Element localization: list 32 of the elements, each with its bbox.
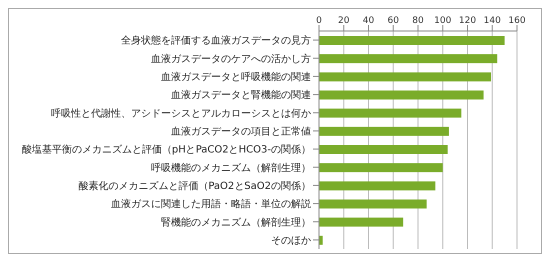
x-tick-label: 60 (388, 16, 400, 26)
y-tick-label: 酸塩基平衡のメカニズムと評価（pHとPaCO2とHCO3-の関係） (22, 144, 311, 156)
bar (319, 126, 449, 136)
x-tick-label: 140 (484, 16, 502, 26)
x-tick-label: 120 (458, 16, 476, 26)
y-tick-label: 呼吸性と代謝性、アシドーシスとアルカローシスとは何か (51, 107, 311, 120)
bar (319, 108, 462, 118)
y-tick-label: 血液ガスデータの項目と正常値 (171, 125, 311, 138)
y-tick-label: 血液ガスデータと呼吸機能の関連 (161, 70, 311, 83)
x-tick-label: 40 (362, 16, 374, 26)
x-tick-label: 20 (338, 16, 350, 26)
y-tick-label: 呼吸機能のメカニズム（解剖生理） (151, 162, 311, 174)
y-tick-label: 血液ガスデータのケアへの活かし方 (151, 52, 311, 65)
x-tick-label: 80 (412, 16, 424, 26)
bar (319, 200, 427, 208)
bar (319, 181, 436, 190)
y-tick-label: 酸素化のメカニズムと評価（PaO2とSaO2の関係） (78, 180, 311, 192)
y-tick-label: 血液ガスに関連した用語・略語・単位の解説 (111, 198, 311, 210)
bar (319, 90, 484, 100)
x-tick-label: 160 (508, 16, 526, 26)
bar (319, 163, 443, 172)
bar (319, 36, 505, 45)
x-tick-label: 0 (316, 16, 322, 26)
bar (319, 72, 492, 82)
bar (319, 54, 498, 64)
y-tick-label: 全身状態を評価する血液ガスデータの見方 (121, 34, 311, 47)
y-tick-label: 血液ガスデータと腎機能の関連 (171, 89, 311, 102)
y-tick-label: 腎機能のメカニズム（解剖生理） (161, 216, 311, 228)
y-tick-label: そのほか (271, 235, 311, 246)
bar (319, 218, 404, 227)
x-tick-label: 100 (434, 16, 452, 26)
bar (319, 145, 448, 154)
